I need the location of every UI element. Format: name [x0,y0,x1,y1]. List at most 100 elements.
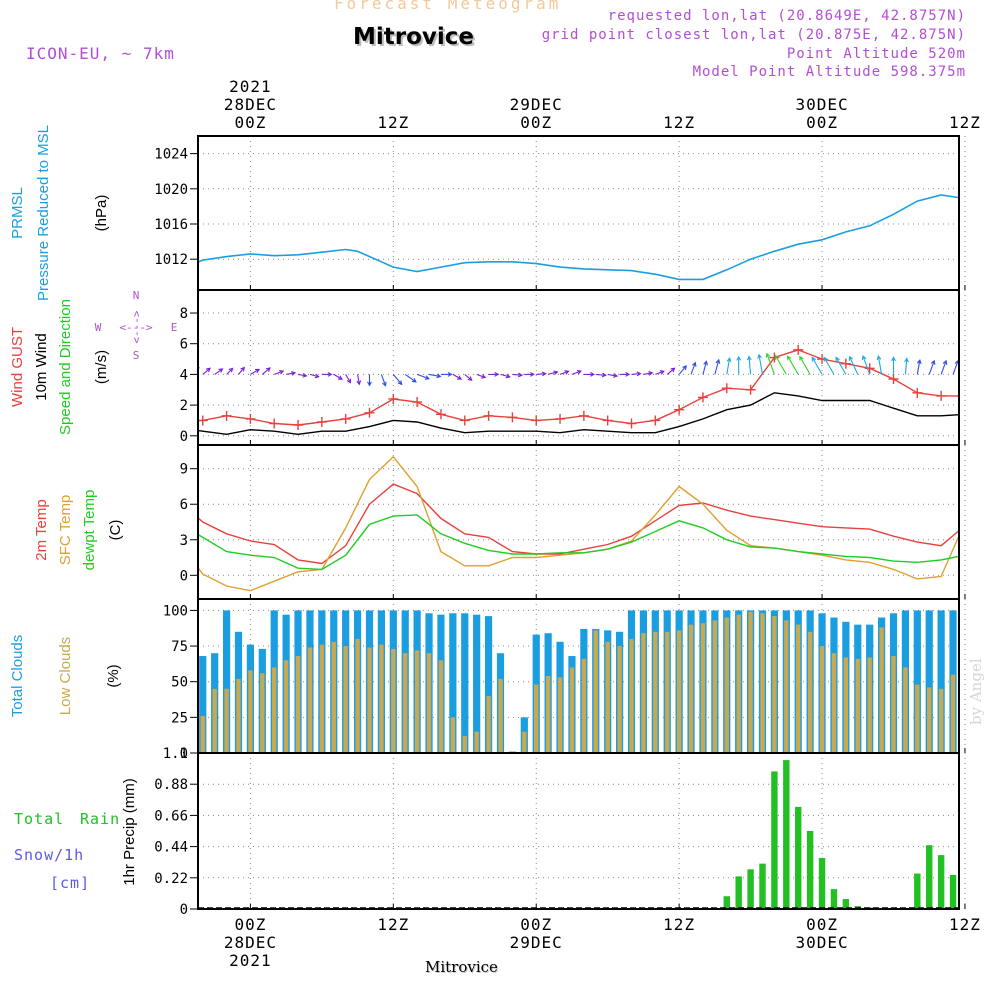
wind-arrow [404,373,417,383]
wind-arrow [333,373,343,380]
wind-arrow-head [457,375,463,380]
wind10m-axis-label: 10m Wind [33,333,50,401]
wind-arrow [547,371,558,375]
wind-arrow [643,372,653,375]
wind-arrow-head [746,355,752,361]
wind-arrow [202,367,211,375]
wind-arrow [631,373,641,375]
clouds-unit-label: (%) [105,664,122,687]
wind-arrow-head [327,372,333,377]
wind-arrow-head [467,376,473,381]
wind-arrow-head [648,371,654,376]
wind-arrow-head [564,370,570,375]
wind-arrow [916,360,921,375]
wind-arrow-head [530,372,535,377]
wind-arrow-head [447,372,453,377]
wind-arrow-head [346,378,351,384]
wind-arrow [862,355,871,375]
total-cloud-bar [175,653,182,753]
wind-arrow-head [625,372,631,377]
bottom-time-label: 30DEC [795,933,848,952]
wind-arrow-head [726,357,732,363]
wind-arrow [428,373,441,377]
ytick-label: 1024 [154,147,188,163]
low-cloud-bar [712,620,718,753]
gust-point [293,420,304,431]
low-cloud-bar [474,731,479,753]
compass-s: S [133,349,140,362]
ytick-label: 50 [171,675,188,691]
wind-arrow-head [613,373,619,378]
rain-bar [795,806,802,909]
gust-point [174,417,184,427]
low-cloud-bar [867,657,872,753]
gust-point [364,407,375,418]
prmsl-line [198,194,959,281]
panel-frame [197,135,960,291]
bottom-time-label: 12Z [949,915,981,934]
total-cloud-bar [222,610,231,753]
wind-arrow [226,368,233,375]
wind-arrow [655,370,664,375]
rain-bar [771,771,778,909]
gust-point [936,390,947,401]
gust-point [984,385,994,395]
wind-arrow [835,357,847,375]
wind-arrow [392,374,403,385]
wind-arrow-head [505,373,511,379]
wind-arrow [823,357,835,375]
low-cloud-bar [462,735,467,753]
gust-point [578,410,589,421]
wind-arrow-head [601,372,607,378]
ytick-label: 1020 [154,182,188,198]
top-time-label: 2021 [229,77,272,96]
ytick-label: 6 [180,337,188,353]
low-cloud-bar [343,646,348,753]
wind-arrow-head [682,365,687,371]
gust-point [340,413,351,424]
prmsl-axis-label: PRMSL [9,187,26,239]
wind-arrow-head [891,356,896,362]
wind-arrow-head [367,381,372,387]
ytick-label: 0.22 [154,871,188,887]
top-time-label: 00Z [234,113,266,132]
wind-arrow-head [670,367,676,373]
wind-arrow-head [799,355,804,361]
low-cloud-bar [307,647,313,753]
compass-rose: N S W E <---><---> [95,289,178,362]
top-time-label: 28DEC [224,95,277,114]
low-cloud-bar [987,692,991,753]
wind-arrow [286,372,296,375]
total-cloud-bar [187,660,194,753]
rain-bar [759,863,766,909]
wind-arrow-head [265,367,271,372]
total-cloud-bar [985,622,992,753]
wind-arrow-head [942,359,948,365]
low-cloud-bar [236,678,241,753]
low-cloud-bar [879,627,884,753]
wind-arrow [799,356,811,375]
gust-point [721,383,732,394]
low-cloud-bar [283,660,289,753]
precip-snow-unit-label: [cm] [50,874,90,892]
low-cloud-bar [760,613,765,753]
sfc-temp-axis-label: SFC Temp [57,495,74,566]
wind-arrow-head [517,372,524,378]
wind-arrow-head [967,360,971,364]
top-time-label: 12Z [377,113,409,132]
wind-arrow [261,367,271,375]
total-clouds-axis-label: Total Clouds [9,635,26,718]
wind-arrow-head [576,370,582,375]
ytick-label: 0 [180,746,188,762]
top-time-label: 29DEC [510,95,563,114]
wind-arrow [357,374,360,385]
wind-arrow [952,360,959,375]
ytick-label: 9 [180,462,188,478]
ytick-label: 6 [180,497,188,513]
low-cloud-bar [593,630,598,753]
ytick-label: 1016 [154,217,188,233]
wind-arrow [297,373,307,377]
bottom-time-label: 12Z [377,915,409,934]
low-cloud-bar [796,624,801,753]
low-cloud-bar [426,653,432,753]
